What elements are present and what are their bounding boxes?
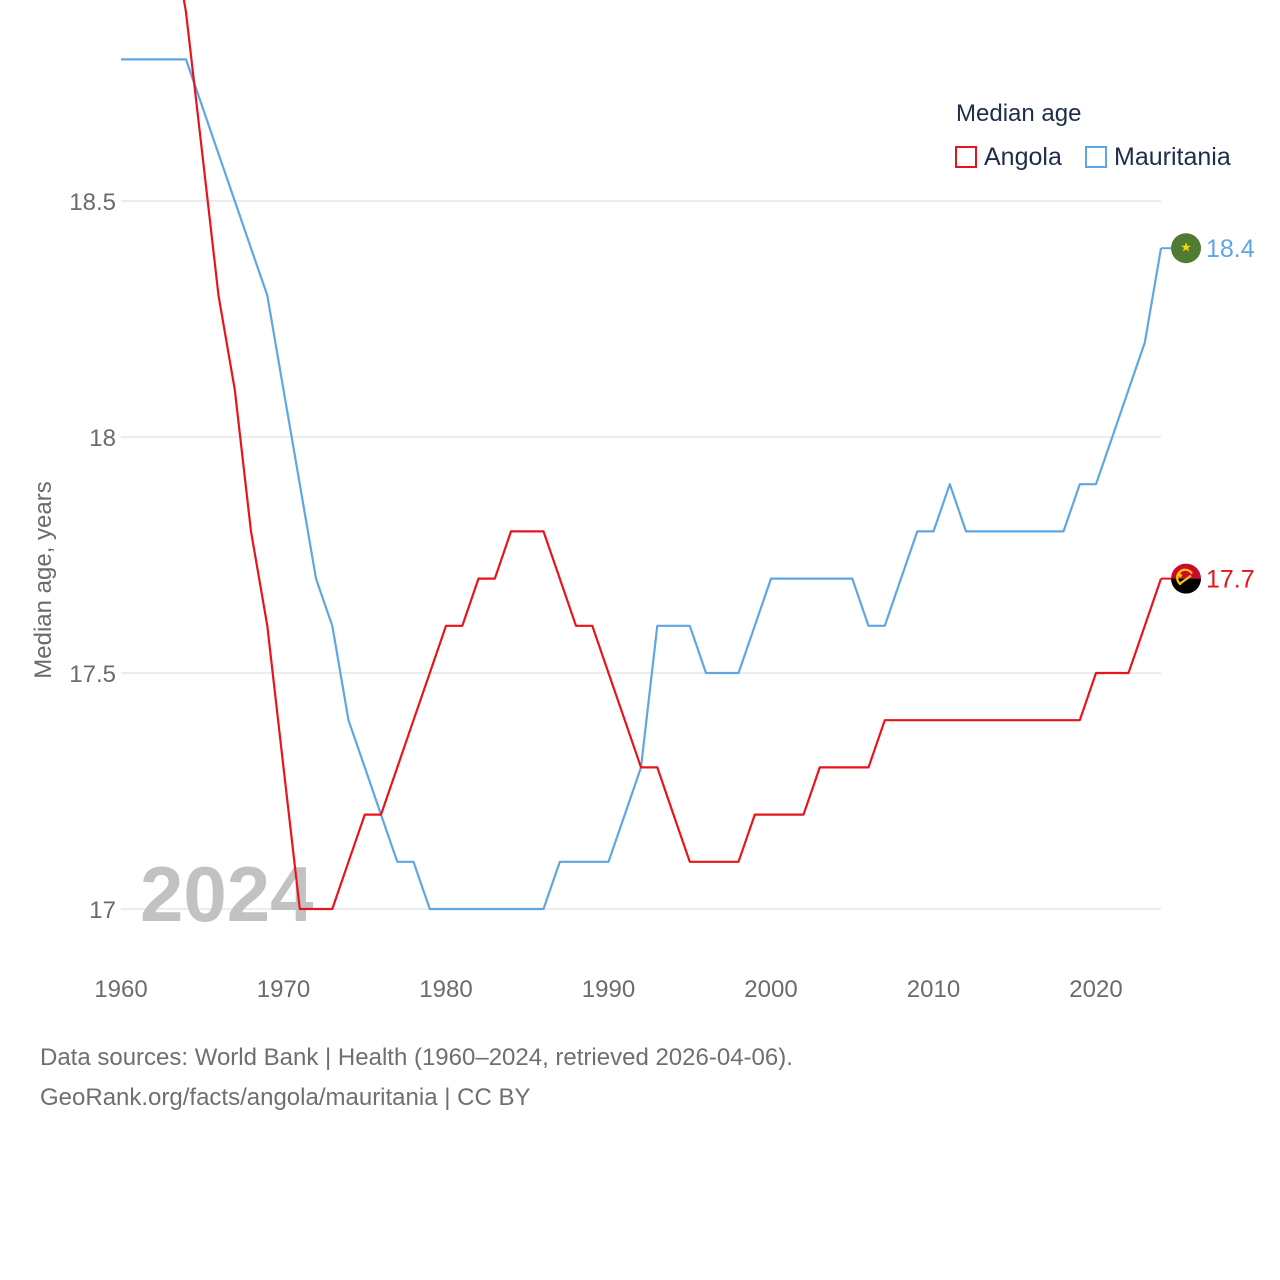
end-label-angola: 17.7 bbox=[1206, 566, 1255, 594]
series-line-angola bbox=[182, 0, 1163, 911]
x-tick-label: 1980 bbox=[419, 976, 472, 1003]
x-tick-label: 2020 bbox=[1069, 976, 1122, 1003]
legend-label-mauritania: Mauritania bbox=[1114, 142, 1231, 171]
footer-attribution[interactable]: GeoRank.org/facts/angola/mauritania | CC… bbox=[40, 1084, 531, 1111]
end-label-mauritania: 18.4 bbox=[1206, 235, 1255, 263]
series-line-mauritania bbox=[121, 58, 1163, 911]
legend-item-angola[interactable]: Angola bbox=[955, 142, 1062, 172]
x-axis-ticks: 1960 1970 1980 1990 2000 2010 2020 bbox=[94, 976, 1122, 1003]
legend-label-angola: Angola bbox=[984, 142, 1062, 171]
y-tick-label: 18.5 bbox=[69, 189, 116, 216]
footer-sources: Data sources: World Bank | Health (1960–… bbox=[40, 1044, 793, 1071]
y-tick-label: 17.5 bbox=[69, 661, 116, 688]
gridlines bbox=[121, 200, 1161, 910]
series-lines bbox=[121, 0, 1163, 911]
legend-swatch-angola bbox=[955, 146, 977, 168]
y-axis-label: Median age, years bbox=[30, 481, 57, 678]
x-tick-label: 2000 bbox=[744, 976, 797, 1003]
y-tick-label: 17 bbox=[89, 897, 116, 924]
x-tick-label: 1970 bbox=[257, 976, 310, 1003]
x-tick-label: 1960 bbox=[94, 976, 147, 1003]
legend-swatch-mauritania bbox=[1085, 146, 1107, 168]
x-tick-label: 2010 bbox=[907, 976, 960, 1003]
legend-item-mauritania[interactable]: Mauritania bbox=[1085, 142, 1231, 172]
end-markers: 17.7 18.4 bbox=[1161, 233, 1255, 594]
legend-title: Median age bbox=[956, 100, 1082, 127]
year-watermark: 2024 bbox=[140, 850, 314, 938]
y-tick-label: 18 bbox=[89, 425, 116, 452]
x-tick-label: 1990 bbox=[582, 976, 635, 1003]
angola-flag-icon bbox=[1171, 563, 1201, 594]
mauritania-flag-icon bbox=[1171, 233, 1201, 264]
